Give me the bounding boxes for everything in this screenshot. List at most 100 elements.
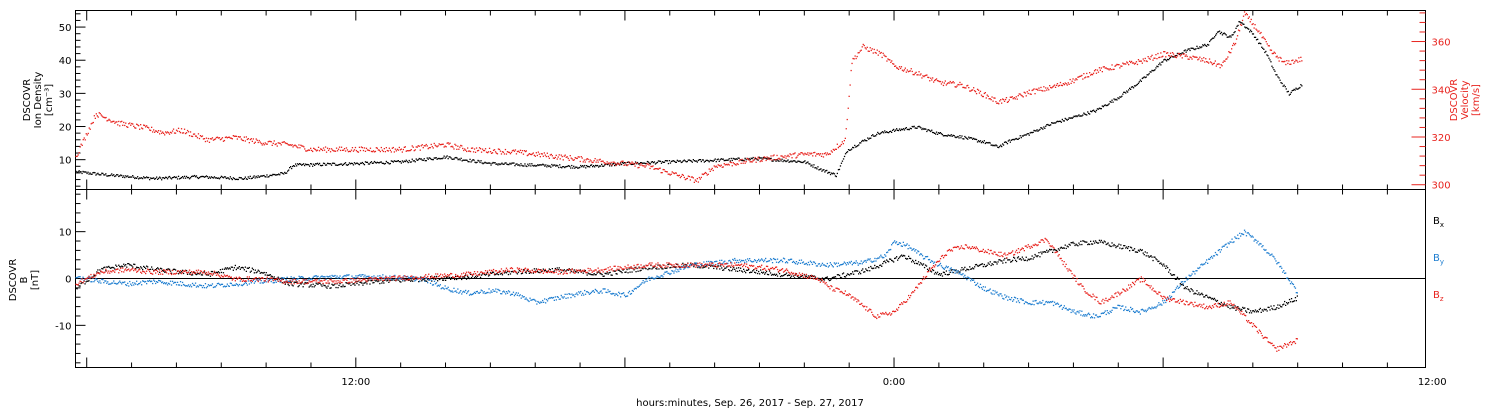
data-point bbox=[110, 283, 112, 285]
data-point bbox=[787, 159, 789, 161]
data-point bbox=[312, 283, 314, 285]
data-point bbox=[162, 269, 164, 272]
data-point bbox=[597, 164, 599, 167]
data-point bbox=[130, 124, 132, 126]
data-point bbox=[140, 266, 142, 268]
data-point bbox=[1165, 56, 1167, 58]
data-point bbox=[726, 266, 728, 268]
data-point bbox=[372, 162, 375, 164]
data-point bbox=[483, 273, 486, 276]
data-point bbox=[984, 265, 986, 268]
data-point bbox=[356, 276, 358, 279]
data-point bbox=[1029, 132, 1031, 134]
data-point bbox=[937, 264, 940, 267]
data-point bbox=[800, 152, 802, 154]
data-point bbox=[583, 270, 585, 272]
data-point bbox=[1235, 38, 1238, 40]
data-point bbox=[108, 283, 110, 285]
data-point bbox=[1107, 68, 1109, 70]
data-point bbox=[105, 270, 107, 272]
data-point bbox=[980, 286, 983, 289]
data-point bbox=[651, 268, 653, 270]
data-point bbox=[624, 271, 626, 273]
data-point bbox=[329, 163, 332, 165]
data-point bbox=[1080, 115, 1082, 117]
data-point bbox=[546, 300, 549, 302]
data-point bbox=[979, 283, 982, 285]
data-point bbox=[265, 281, 267, 283]
data-point bbox=[782, 274, 785, 277]
data-point bbox=[594, 166, 596, 168]
data-point bbox=[874, 51, 876, 54]
data-point bbox=[977, 140, 980, 142]
data-point bbox=[191, 274, 194, 276]
data-point bbox=[982, 286, 984, 288]
data-point bbox=[897, 68, 900, 70]
data-point bbox=[456, 291, 458, 294]
data-point bbox=[838, 145, 840, 148]
data-point bbox=[124, 265, 126, 267]
data-point bbox=[912, 73, 914, 76]
data-point bbox=[445, 279, 447, 281]
data-point bbox=[192, 133, 195, 135]
data-point bbox=[1201, 292, 1203, 294]
data-point bbox=[1233, 44, 1236, 46]
data-point bbox=[760, 259, 762, 261]
data-point bbox=[189, 284, 192, 286]
data-point bbox=[379, 150, 381, 153]
data-point bbox=[1119, 247, 1121, 249]
data-point bbox=[1278, 60, 1280, 62]
data-point bbox=[306, 279, 308, 281]
data-point bbox=[378, 149, 380, 151]
data-point bbox=[1111, 242, 1113, 244]
data-point bbox=[128, 123, 130, 125]
data-point bbox=[345, 164, 348, 166]
data-point bbox=[1016, 138, 1018, 140]
data-point bbox=[162, 281, 164, 283]
data-point bbox=[551, 297, 554, 299]
data-point bbox=[874, 264, 876, 267]
data-point bbox=[714, 166, 716, 168]
data-point bbox=[295, 279, 297, 281]
data-point bbox=[1109, 68, 1111, 70]
data-point bbox=[645, 278, 647, 281]
data-point bbox=[828, 279, 831, 282]
data-point bbox=[126, 284, 128, 287]
data-point bbox=[1257, 31, 1259, 33]
data-point bbox=[152, 177, 154, 179]
data-point bbox=[284, 142, 286, 144]
data-point bbox=[340, 146, 343, 148]
data-point bbox=[968, 269, 970, 271]
data-point bbox=[1190, 56, 1192, 59]
data-point bbox=[217, 137, 220, 139]
data-point bbox=[505, 162, 507, 164]
data-point bbox=[676, 174, 678, 176]
data-point bbox=[384, 279, 386, 281]
data-point bbox=[1120, 96, 1122, 98]
data-point bbox=[853, 273, 855, 275]
data-point bbox=[121, 174, 123, 177]
data-point bbox=[643, 165, 645, 167]
data-point bbox=[1077, 115, 1079, 117]
data-point bbox=[605, 163, 607, 165]
data-point bbox=[286, 281, 288, 284]
data-point bbox=[489, 271, 492, 274]
data-point bbox=[1150, 308, 1152, 310]
data-point bbox=[737, 163, 739, 166]
data-point bbox=[1237, 234, 1239, 236]
data-point bbox=[76, 288, 78, 290]
data-point bbox=[707, 264, 709, 266]
data-point bbox=[120, 281, 122, 284]
data-point bbox=[940, 83, 943, 85]
data-point bbox=[419, 158, 421, 160]
data-point bbox=[705, 265, 707, 268]
data-point bbox=[243, 269, 245, 271]
data-point bbox=[1225, 243, 1227, 245]
data-point bbox=[513, 295, 516, 297]
data-point bbox=[1136, 251, 1139, 253]
data-point bbox=[111, 173, 113, 175]
data-point bbox=[618, 163, 620, 165]
data-point bbox=[808, 154, 810, 156]
data-point bbox=[630, 292, 633, 295]
data-point bbox=[540, 271, 542, 273]
